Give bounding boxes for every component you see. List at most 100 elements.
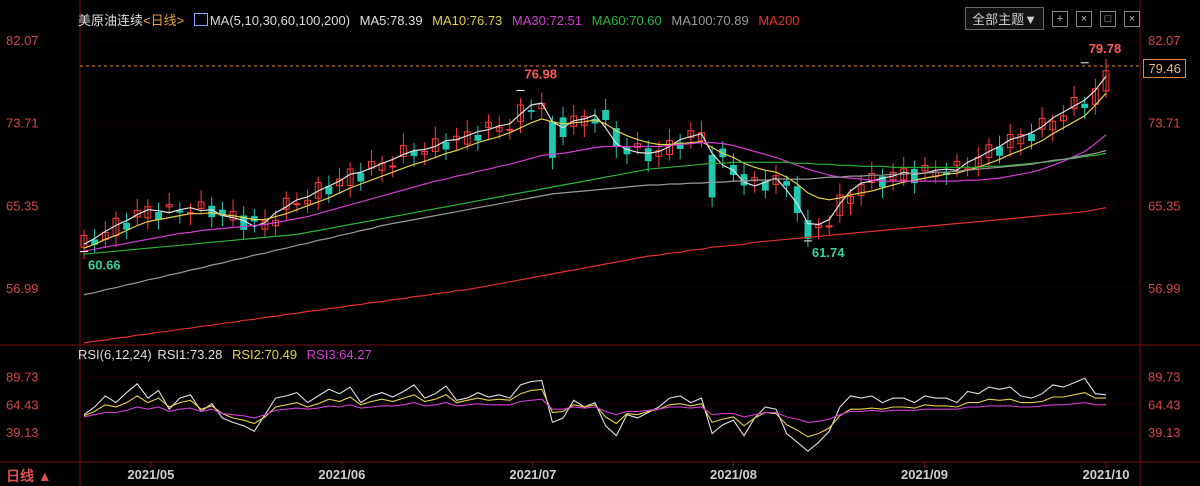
candle-body-54 [655, 150, 663, 157]
candle-body-41 [517, 104, 524, 122]
rsi-tick-left-2: 39.13 [6, 425, 39, 440]
candle-body-94 [1081, 103, 1089, 109]
candle-body-32 [421, 150, 429, 155]
price-tick-right-0: 82.07 [1148, 33, 1181, 48]
instrument-title[interactable]: 美原油连续 [78, 13, 144, 28]
candle-body-62 [740, 174, 748, 186]
candles-group [80, 59, 1110, 260]
candle-body-86 [996, 146, 1003, 156]
candle-body-70 [825, 225, 833, 228]
candle-body-49 [602, 109, 610, 121]
ma-line-ma200 [83, 207, 1107, 344]
candle-body-93 [1070, 96, 1078, 109]
rsi-line-rsi2 [83, 388, 1106, 438]
rsi-line-rsi1 [83, 377, 1107, 452]
ma-param-label[interactable]: MA(5,10,30,60,100,200) [209, 13, 351, 28]
candle-body-40 [506, 128, 514, 131]
rsi-tick-left-0: 89.73 [6, 369, 39, 384]
candle-body-36 [463, 131, 471, 145]
close-window-icon[interactable]: × [1124, 10, 1140, 27]
candle-body-59 [708, 154, 716, 198]
ma100-value: MA100:70.89 [671, 13, 749, 28]
candle-body-66 [783, 181, 791, 186]
rsi1-value: RSI1:73.28 [157, 347, 223, 362]
candle-body-37 [474, 134, 482, 141]
period-switch-button[interactable]: 日线 ▲ [6, 468, 52, 484]
ma-line-ma30 [83, 134, 1107, 252]
candle-body-22 [314, 182, 322, 199]
theme-dropdown[interactable]: 全部主题▼ [965, 7, 1044, 30]
candle-body-71 [836, 194, 844, 216]
tick-labels-group: 82.07 82.07 73.71 73.71 65.35 65.35 56.99 56.99… [6, 33, 1181, 482]
top-toolbar: 全部主题▼ + × □ × [965, 7, 1140, 30]
candle-body-21 [304, 199, 311, 205]
candle-body-8 [165, 204, 173, 208]
ma-line-ma60 [83, 152, 1107, 255]
candle-body-0 [80, 234, 88, 248]
candle-body-58 [698, 132, 705, 142]
candle-body-78 [910, 168, 918, 184]
rsi-param-label[interactable]: RSI(6,12,24) [78, 347, 152, 362]
candle-body-89 [1028, 134, 1035, 142]
ma-settings-icon[interactable] [193, 13, 208, 26]
candle-body-11 [197, 201, 205, 209]
candle-body-73 [857, 184, 865, 196]
candle-body-46 [570, 115, 578, 127]
price-tick-left-2: 65.35 [6, 198, 39, 213]
extreme-label-0: 76.98 [524, 66, 557, 81]
candle-body-29 [389, 165, 397, 168]
ma-line-ma5 [83, 76, 1107, 245]
candle-body-57 [687, 130, 695, 139]
candle-body-74 [868, 173, 876, 183]
rsi-line-rsi3 [83, 398, 1106, 423]
candle-body-34 [442, 141, 450, 150]
candle-body-39 [495, 126, 503, 132]
candle-body-91 [1049, 120, 1057, 131]
candle-body-20 [293, 203, 301, 206]
maximize-icon[interactable]: □ [1100, 10, 1116, 27]
rsi-lines-group [83, 377, 1107, 452]
month-label-5: 2021/10 [1083, 467, 1130, 482]
candle-body-85 [985, 144, 993, 158]
candle-body-56 [676, 142, 684, 149]
rsi-tick-right-2: 39.13 [1148, 425, 1181, 440]
candle-body-79 [921, 164, 929, 172]
price-tick-left-3: 56.99 [6, 281, 39, 296]
price-tick-right-3: 56.99 [1148, 281, 1181, 296]
main-header: 美原油连续<日线> MA(5,10,30,60,100,200) MA5:78.… [78, 10, 806, 29]
close-indicator-icon[interactable]: × [1076, 10, 1092, 27]
candle-body-30 [399, 145, 407, 157]
candle-body-42 [527, 110, 535, 113]
price-tick-right-2: 65.35 [1148, 198, 1181, 213]
candle-body-52 [634, 143, 642, 149]
candle-body-6 [144, 206, 152, 219]
extreme-label-1: 60.66 [88, 258, 121, 273]
candle-body-75 [879, 176, 886, 188]
ma-line-ma10 [83, 92, 1107, 249]
rsi2-value: RSI2:70.49 [232, 347, 298, 362]
candle-body-82 [953, 160, 961, 166]
rsi-tick-left-1: 64.43 [6, 397, 39, 412]
ma60-value: MA60:70.60 [591, 13, 662, 28]
candle-body-88 [1017, 134, 1025, 145]
rsi-tick-right-1: 64.43 [1148, 397, 1181, 412]
candle-body-68 [804, 220, 812, 239]
extreme-label-2: 61.74 [812, 245, 845, 260]
candle-body-25 [346, 168, 354, 187]
price-tick-left-1: 73.71 [6, 116, 39, 131]
ma-lines-group [83, 76, 1107, 344]
candle-body-72 [847, 195, 854, 204]
period-label[interactable]: <日线> [143, 13, 185, 28]
price-tick-left-0: 82.07 [6, 33, 39, 48]
ma30-value: MA30:72.51 [511, 13, 583, 28]
ma5-value: MA5:78.39 [359, 13, 423, 28]
candle-body-63 [751, 177, 759, 182]
add-window-icon[interactable]: + [1052, 10, 1068, 27]
rsi-header: RSI(6,12,24) RSI1:73.28 RSI2:70.49 RSI3:… [78, 347, 378, 362]
candle-body-44 [548, 121, 556, 158]
month-label-3: 2021/08 [710, 467, 757, 482]
candle-body-38 [485, 121, 492, 128]
candle-body-4 [123, 222, 131, 230]
candle-body-19 [282, 197, 290, 210]
